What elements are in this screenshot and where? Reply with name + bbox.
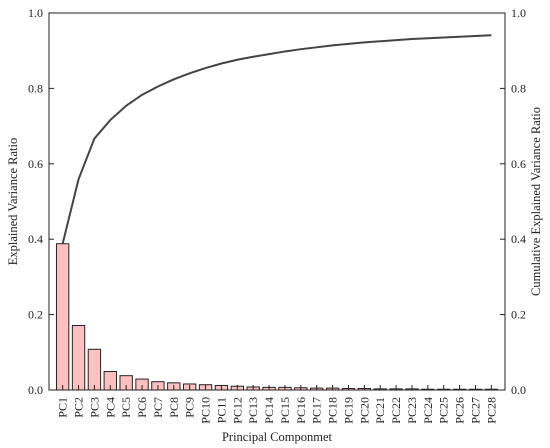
bar-pc2 [71,325,86,391]
x-tick-label-pc12: PC12 [230,397,244,424]
x-tick-label-pc22: PC22 [389,397,403,424]
left-tick-label: 0.4 [28,232,43,246]
cumulative-variance-line [61,34,492,244]
x-tick-label-pc17: PC17 [310,397,324,424]
left-tick-label: 0.0 [28,383,43,397]
plot-frame [48,12,506,391]
x-tick-label-pc11: PC11 [214,397,228,423]
bar-pc1 [55,243,70,391]
x-tick-label-pc26: PC26 [453,397,467,424]
x-tick-label-pc10: PC10 [199,397,213,424]
x-tick-label-pc25: PC25 [437,397,451,424]
y2-axis-title: Cumulative Explained Variance Ratio [529,107,543,296]
right-tick-label: 0.0 [511,383,526,397]
x-tick-label-pc9: PC9 [183,397,197,418]
x-tick-label-pc19: PC19 [341,397,355,424]
right-tick-label: 0.4 [511,232,526,246]
x-tick-label-pc2: PC2 [72,397,86,418]
right-tick-label: 1.0 [511,6,526,20]
x-axis-title: Principal Componmet [222,430,333,444]
x-tick-label-pc27: PC27 [468,397,482,424]
left-tick-label: 0.2 [28,308,43,322]
bar-pc3 [87,348,102,391]
x-tick-label-pc14: PC14 [262,397,276,424]
right-tick-label: 0.8 [511,81,526,95]
y-axis-title: Explained Variance Ratio [6,138,20,266]
x-tick-label-pc4: PC4 [103,397,117,418]
left-tick-label: 0.8 [28,81,43,95]
x-tick-label-pc18: PC18 [326,397,340,424]
cumulative-line-group [61,34,492,244]
x-tick-label-pc7: PC7 [151,397,165,418]
x-tick-label-pc6: PC6 [135,397,149,418]
left-axis: 0.0 0.2 0.4 0.6 0.8 1.0 [28,6,54,397]
x-tick-label-pc20: PC20 [357,397,371,424]
left-tick-label: 1.0 [28,6,43,20]
x-tick-label-pc1: PC1 [56,397,70,418]
x-tick-label-pc16: PC16 [294,397,308,424]
x-tick-label-pc13: PC13 [246,397,260,424]
x-axis: PC1 PC2 PC3 PC4 PC5 PC6 PC7 PC8 PC9 PC10 PC11 PC12 P… [56,385,498,424]
right-tick-label: 0.6 [511,157,526,171]
left-tick-label: 0.6 [28,157,43,171]
x-tick-label-pc23: PC23 [405,397,419,424]
x-tick-label-pc21: PC21 [373,397,387,424]
x-tick-label-pc24: PC24 [421,397,435,424]
x-tick-label-pc15: PC15 [278,397,292,424]
x-tick-label-pc5: PC5 [119,397,133,418]
bars-group [55,243,499,391]
x-tick-label-pc3: PC3 [87,397,101,418]
x-tick-label-pc28: PC28 [484,397,498,424]
x-tick-label-pc8: PC8 [167,397,181,418]
right-tick-label: 0.2 [511,308,526,322]
right-axis: 0.0 0.2 0.4 0.6 0.8 1.0 [500,6,526,397]
